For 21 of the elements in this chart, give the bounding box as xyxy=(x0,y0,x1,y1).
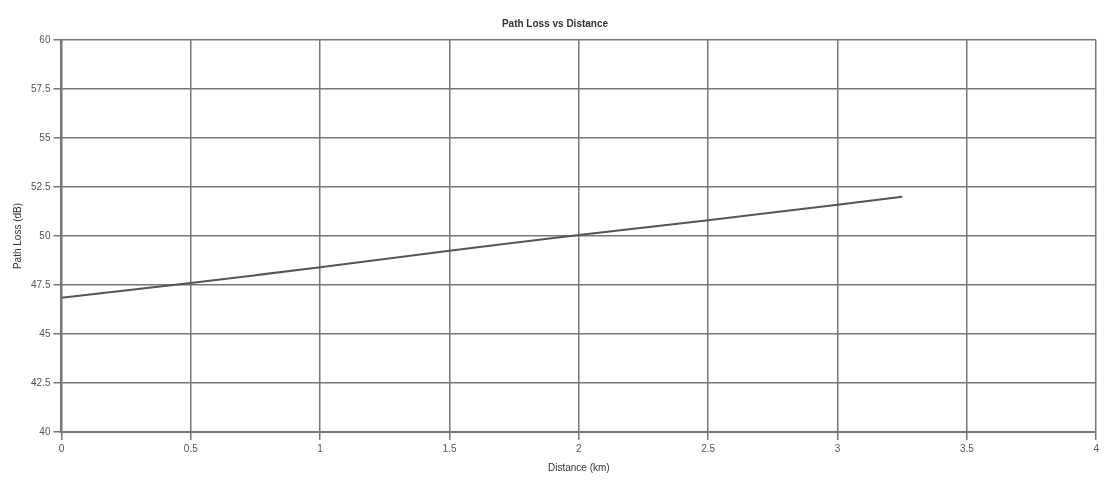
x-tick-label: 3 xyxy=(834,442,841,454)
x-tick-label: 4 xyxy=(1093,442,1100,454)
x-tick-label: 1 xyxy=(317,442,324,454)
y-tick-label: 55 xyxy=(39,131,51,143)
y-tick-label: 50 xyxy=(39,229,51,241)
x-axis-title: Distance (km) xyxy=(548,461,610,473)
x-tick-label: 0 xyxy=(58,442,65,454)
y-tick-label: 52.5 xyxy=(30,180,51,192)
y-tick-label: 45 xyxy=(39,327,51,339)
y-tick-label: 47.5 xyxy=(30,278,51,290)
y-tick-label: 60 xyxy=(39,33,51,45)
x-tick-label: 3.5 xyxy=(959,442,975,454)
y-tick-label: 42.5 xyxy=(30,376,51,388)
y-tick-label: 57.5 xyxy=(30,82,51,94)
x-tick-label: 1.5 xyxy=(442,442,457,454)
y-axis-title: Path Loss (dB) xyxy=(11,202,23,270)
x-tick-label: 2.5 xyxy=(701,442,716,454)
x-tick-label: 0.5 xyxy=(183,442,199,454)
chart-title: Path Loss vs Distance xyxy=(501,17,609,29)
x-tick-label: 2 xyxy=(576,442,583,454)
y-tick-label: 40 xyxy=(39,425,51,437)
